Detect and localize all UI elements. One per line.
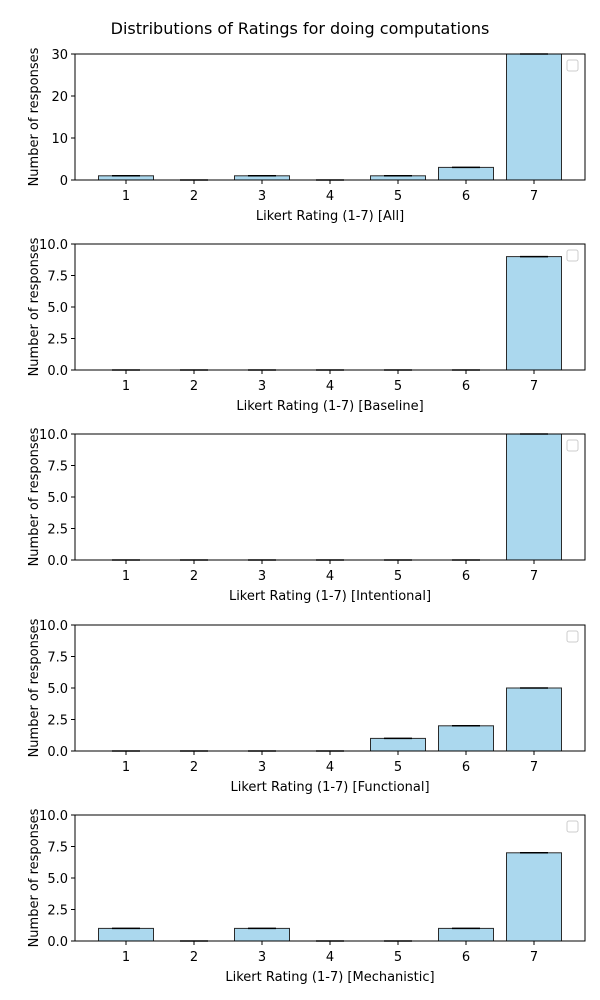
y-tick-label: 5.0 xyxy=(47,491,68,506)
x-tick-label: 7 xyxy=(530,569,538,584)
y-tick-label: 2.5 xyxy=(47,333,68,348)
y-tick-label: 10.0 xyxy=(39,619,68,634)
x-tick-label: 5 xyxy=(394,379,402,394)
x-tick-label: 5 xyxy=(394,950,402,965)
x-tick-label: 3 xyxy=(258,379,266,394)
legend-box xyxy=(566,630,579,643)
subplot-2: 1 2 3 4 5 6 7 0.0 2.5 5.0 7.5 10.0 Likert Rating (1-… xyxy=(27,237,586,414)
x-axis-label: Likert Rating (1-7) [Baseline] xyxy=(236,399,423,414)
x-tick-label: 5 xyxy=(394,760,402,775)
x-tick-label: 6 xyxy=(462,379,470,394)
y-tick-label: 7.5 xyxy=(47,270,68,285)
y-axis-label: Number of responses xyxy=(27,618,42,757)
x-axis-label: Likert Rating (1-7) [Mechanistic] xyxy=(225,970,434,985)
x-tick-label: 1 xyxy=(122,950,130,965)
y-tick-label: 7.5 xyxy=(47,651,68,666)
x-tick-label: 4 xyxy=(326,379,334,394)
y-tick-label: 5.0 xyxy=(47,301,68,316)
x-tick-label: 4 xyxy=(326,569,334,584)
y-tick-label: 0.0 xyxy=(47,745,68,760)
y-tick-label: 10.0 xyxy=(39,809,68,824)
x-tick-label: 5 xyxy=(394,189,402,204)
y-axis-label: Number of responses xyxy=(27,47,42,186)
bar-6 xyxy=(438,725,494,752)
legend-box xyxy=(566,59,579,72)
subplot-panels: 1 2 3 4 5 6 7 0 10 20 30 Likert Rating (1-7) [All] N… xyxy=(27,47,586,985)
bar-5 xyxy=(370,737,426,752)
x-tick-label: 4 xyxy=(326,950,334,965)
y-tick-label: 7.5 xyxy=(47,841,68,856)
y-tick-label: 10.0 xyxy=(39,238,68,253)
x-tick-label: 7 xyxy=(530,189,538,204)
x-tick-label: 1 xyxy=(122,189,130,204)
x-tick-label: 2 xyxy=(190,189,198,204)
y-tick-label: 7.5 xyxy=(47,460,68,475)
subplot-1: 1 2 3 4 5 6 7 0 10 20 30 Likert Rating (1-7) [All] N… xyxy=(27,47,586,224)
y-tick-label: 2.5 xyxy=(47,904,68,919)
y-tick-label: 0.0 xyxy=(47,364,68,379)
figure-title: Distributions of Ratings for doing compu… xyxy=(111,19,490,38)
x-tick-label: 3 xyxy=(258,569,266,584)
bar-7 xyxy=(506,433,562,561)
x-tick-label: 3 xyxy=(258,760,266,775)
x-tick-label: 6 xyxy=(462,189,470,204)
x-tick-label: 2 xyxy=(190,950,198,965)
x-tick-label: 3 xyxy=(258,189,266,204)
bar-6 xyxy=(438,166,494,181)
x-tick-label: 6 xyxy=(462,760,470,775)
subplot-3: 1 2 3 4 5 6 7 0.0 2.5 5.0 7.5 10.0 Likert Rating (1-… xyxy=(27,427,586,604)
x-tick-label: 7 xyxy=(530,760,538,775)
x-tick-label: 1 xyxy=(122,569,130,584)
x-axis-label: Likert Rating (1-7) [Functional] xyxy=(230,780,429,795)
bar-7 xyxy=(506,687,562,752)
x-tick-label: 1 xyxy=(122,379,130,394)
bar-6 xyxy=(438,927,494,942)
y-tick-label: 20 xyxy=(51,90,68,105)
y-tick-label: 2.5 xyxy=(47,523,68,538)
y-tick-label: 10 xyxy=(51,132,68,147)
y-tick-label: 2.5 xyxy=(47,714,68,729)
subplot-4: 1 2 3 4 5 6 7 0.0 2.5 5.0 7.5 10.0 Likert Rating (1-… xyxy=(27,618,586,795)
x-tick-label: 2 xyxy=(190,760,198,775)
x-tick-label: 3 xyxy=(258,950,266,965)
x-tick-label: 6 xyxy=(462,950,470,965)
x-tick-label: 6 xyxy=(462,569,470,584)
y-axis-label: Number of responses xyxy=(27,237,42,376)
bar-7 xyxy=(506,53,562,181)
bar-1 xyxy=(98,927,154,942)
y-tick-label: 10.0 xyxy=(39,428,68,443)
legend-box xyxy=(566,439,579,452)
bar-3 xyxy=(234,927,290,942)
x-tick-label: 7 xyxy=(530,379,538,394)
y-tick-label: 0.0 xyxy=(47,935,68,950)
x-tick-label: 5 xyxy=(394,569,402,584)
y-tick-label: 0 xyxy=(60,174,68,189)
x-tick-label: 4 xyxy=(326,760,334,775)
y-axis-label: Number of responses xyxy=(27,427,42,566)
bar-7 xyxy=(506,852,562,942)
y-tick-label: 0.0 xyxy=(47,554,68,569)
x-axis-label: Likert Rating (1-7) [Intentional] xyxy=(229,589,431,604)
y-tick-label: 5.0 xyxy=(47,872,68,887)
y-tick-label: 30 xyxy=(51,48,68,63)
y-tick-label: 5.0 xyxy=(47,682,68,697)
x-tick-label: 2 xyxy=(190,569,198,584)
x-tick-label: 4 xyxy=(326,189,334,204)
x-tick-label: 1 xyxy=(122,760,130,775)
legend-box xyxy=(566,249,579,262)
bar-7 xyxy=(506,256,562,371)
legend-box xyxy=(566,820,579,833)
x-tick-label: 7 xyxy=(530,950,538,965)
subplot-5: 1 2 3 4 5 6 7 0.0 2.5 5.0 7.5 10.0 Likert Rating (1-… xyxy=(27,808,586,985)
x-axis-label: Likert Rating (1-7) [All] xyxy=(256,209,404,224)
x-tick-label: 2 xyxy=(190,379,198,394)
y-axis-label: Number of responses xyxy=(27,808,42,947)
